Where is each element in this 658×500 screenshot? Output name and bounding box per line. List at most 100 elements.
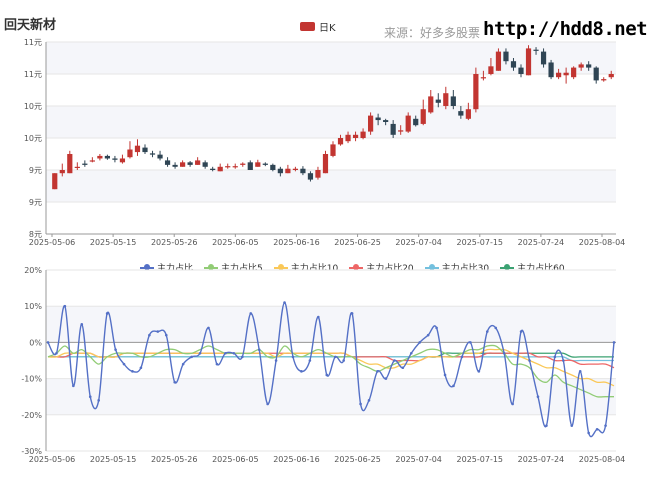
candle-body bbox=[480, 77, 486, 79]
candle-body bbox=[172, 164, 178, 167]
flow-point bbox=[190, 355, 193, 359]
kline-y-tick: 10元 bbox=[24, 134, 42, 143]
flow-point bbox=[232, 351, 236, 355]
flow-point bbox=[359, 402, 362, 406]
flow-point bbox=[80, 323, 84, 326]
candle-body bbox=[540, 51, 547, 65]
flow-point bbox=[401, 366, 405, 370]
kline-y-tick: 9元 bbox=[29, 198, 42, 207]
candle-body bbox=[601, 79, 607, 81]
flow-x-tick: 2025-07-04 bbox=[395, 455, 442, 464]
flow-point bbox=[88, 395, 92, 399]
flow-point bbox=[283, 301, 286, 304]
candle-body bbox=[383, 120, 389, 122]
flow-band bbox=[46, 270, 616, 307]
candle-body bbox=[195, 160, 201, 165]
candle-body bbox=[180, 162, 186, 167]
flow-point bbox=[570, 424, 574, 427]
candle-body bbox=[352, 134, 359, 138]
candle-body bbox=[322, 154, 329, 174]
candle-body bbox=[593, 67, 599, 81]
kline-x-tick: 2025-06-16 bbox=[273, 238, 320, 247]
flow-point bbox=[376, 370, 379, 373]
candle-body bbox=[89, 160, 95, 162]
candle-body bbox=[578, 64, 584, 68]
candle-body bbox=[300, 168, 306, 174]
flow-point bbox=[342, 359, 345, 362]
flow-legend-item[interactable]: 主力占比60 bbox=[500, 261, 565, 274]
kline-x-tick: 2025-07-24 bbox=[518, 238, 565, 247]
candle-body bbox=[443, 93, 449, 106]
flow-x-tick: 2025-05-06 bbox=[29, 455, 76, 464]
candle-body bbox=[164, 160, 171, 165]
flow-point bbox=[72, 384, 75, 388]
candle-body bbox=[473, 74, 479, 110]
candle-body bbox=[360, 131, 366, 138]
flow-band bbox=[46, 306, 616, 343]
candle-body bbox=[458, 111, 464, 116]
candle-body bbox=[217, 166, 223, 172]
candle-body bbox=[240, 163, 246, 165]
flow-point bbox=[333, 355, 337, 359]
kline-legend-swatch bbox=[300, 22, 315, 31]
candle-body bbox=[315, 170, 321, 178]
flow-point bbox=[55, 351, 58, 355]
candle-body bbox=[149, 153, 156, 155]
candle-body bbox=[52, 173, 58, 190]
flow-point bbox=[139, 366, 143, 370]
flow-point bbox=[612, 341, 616, 344]
flow-legend-item[interactable]: 主力占比20 bbox=[349, 261, 414, 274]
flow-point bbox=[595, 427, 599, 431]
flow-point bbox=[418, 341, 422, 344]
flow-point bbox=[291, 355, 295, 359]
candle-body bbox=[398, 130, 404, 132]
flow-legend-item[interactable]: 主力占比 bbox=[140, 261, 193, 274]
candle-body bbox=[330, 144, 336, 156]
kline-x-tick: 2025-06-05 bbox=[212, 238, 259, 247]
candle-body bbox=[157, 154, 163, 159]
flow-point bbox=[46, 341, 50, 344]
candle-body bbox=[104, 155, 110, 159]
flow-point bbox=[350, 312, 354, 315]
candle-body bbox=[556, 72, 562, 78]
flow-band bbox=[46, 414, 616, 451]
flow-x-tick: 2025-06-16 bbox=[273, 455, 320, 464]
kline-legend[interactable]: 日K bbox=[300, 19, 336, 34]
flow-line-3 bbox=[47, 348, 615, 387]
kline-band bbox=[46, 170, 616, 202]
candle-body bbox=[503, 51, 509, 62]
flow-legend-item[interactable]: 主力占比5 bbox=[204, 261, 263, 274]
flow-point bbox=[207, 326, 210, 330]
candle-body bbox=[247, 162, 253, 170]
flow-x-tick: 2025-05-15 bbox=[90, 455, 137, 464]
flow-legend[interactable]: 主力占比 主力占比5 主力占比10 主力占比20 主力占比30 主力占比60 bbox=[140, 261, 565, 274]
candle-body bbox=[112, 158, 118, 160]
flow-x-tick: 2025-07-24 bbox=[518, 455, 565, 464]
candle-body bbox=[67, 154, 73, 174]
kline-legend-label: 日K bbox=[319, 23, 336, 34]
flow-point bbox=[97, 399, 100, 402]
kline-y-tick: 8元 bbox=[29, 230, 42, 239]
kline-x-tick: 2025-07-04 bbox=[395, 238, 442, 247]
kline-x-tick: 2025-05-15 bbox=[90, 238, 137, 247]
flow-point bbox=[63, 304, 67, 308]
flow-point bbox=[367, 399, 371, 402]
candle-body bbox=[510, 61, 517, 68]
candle-body bbox=[232, 166, 238, 168]
candle-body bbox=[420, 109, 426, 124]
kline-band bbox=[46, 202, 616, 234]
flow-legend-item[interactable]: 主力占比30 bbox=[424, 261, 489, 274]
flow-point bbox=[266, 402, 269, 406]
flow-point bbox=[409, 351, 413, 355]
flow-point bbox=[240, 355, 244, 359]
flow-point bbox=[308, 359, 312, 362]
flow-point bbox=[198, 351, 202, 355]
flow-legend-item[interactable]: 主力占比10 bbox=[273, 261, 338, 274]
flow-point bbox=[300, 370, 303, 373]
flow-point bbox=[545, 424, 548, 427]
candle-body bbox=[134, 145, 141, 153]
flow-point bbox=[131, 370, 134, 373]
candle-body bbox=[285, 168, 291, 174]
